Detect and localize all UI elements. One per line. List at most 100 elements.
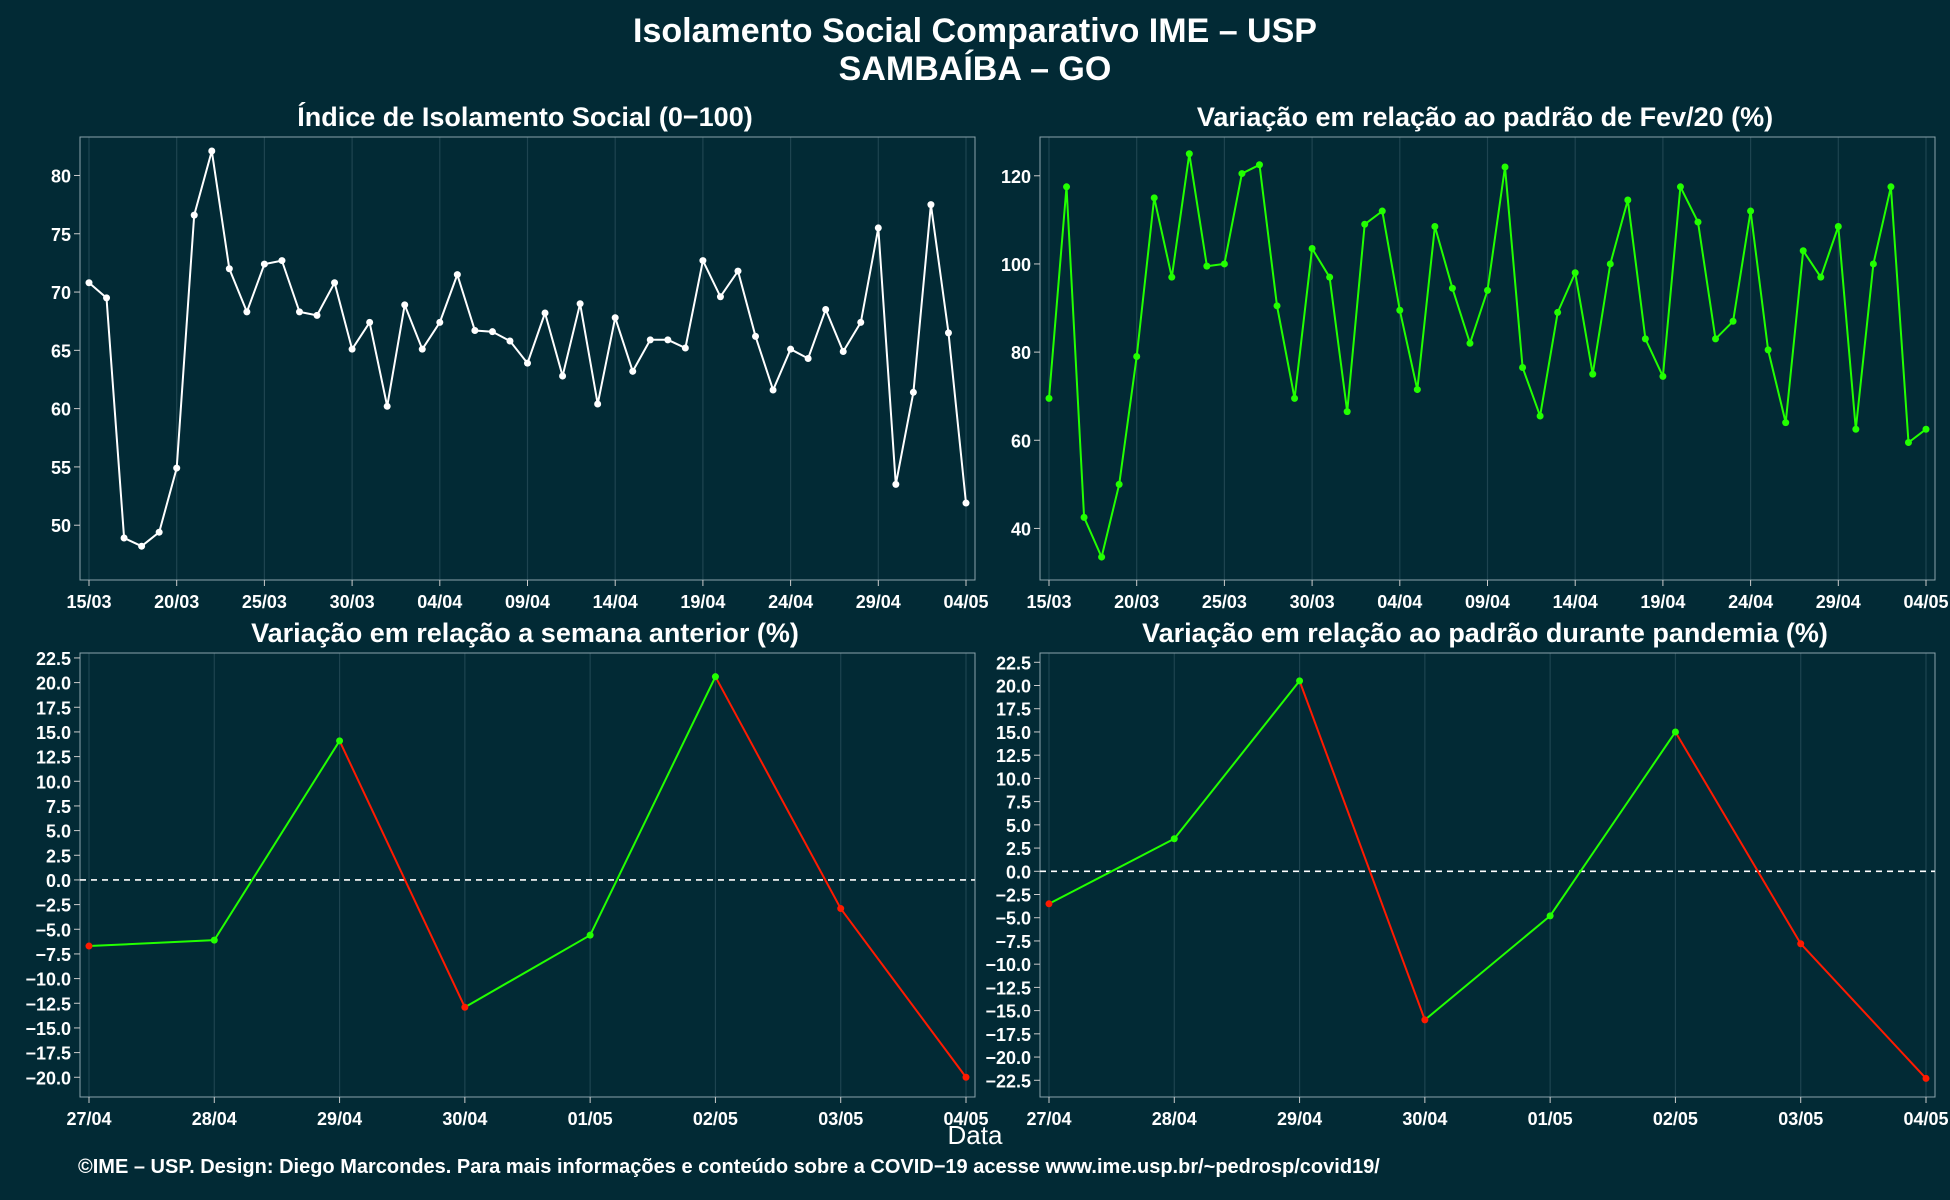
x-tick-label: 25/03 xyxy=(242,592,287,612)
series-segment xyxy=(839,907,967,1078)
x-tick-label: 24/04 xyxy=(1728,592,1773,612)
data-point xyxy=(664,336,672,344)
y-tick-label: 15.0 xyxy=(996,723,1031,743)
series-segment xyxy=(1549,731,1677,917)
data-point xyxy=(1168,273,1176,281)
data-point xyxy=(681,344,689,352)
panel-title-pandemic-variation: Variação em relação ao padrão durante pa… xyxy=(1142,618,1828,648)
data-point xyxy=(336,737,344,745)
x-tick-label: 20/03 xyxy=(1114,592,1159,612)
data-point xyxy=(822,306,830,314)
data-point xyxy=(752,332,760,340)
series-segment xyxy=(88,939,215,948)
data-point xyxy=(1396,306,1404,314)
y-tick-label: −12.5 xyxy=(985,978,1031,998)
series-segment xyxy=(213,740,341,941)
data-point xyxy=(120,534,128,542)
y-tick-label: −20.0 xyxy=(25,1068,71,1088)
data-point xyxy=(1797,940,1805,948)
data-point xyxy=(210,936,218,944)
data-point xyxy=(541,309,549,317)
series-segment xyxy=(1424,915,1551,1021)
y-tick-label: −7.5 xyxy=(35,945,71,965)
y-tick-label: 22.5 xyxy=(996,653,1031,673)
data-point xyxy=(524,359,531,367)
data-point xyxy=(857,318,865,326)
data-point xyxy=(1546,912,1554,920)
data-point xyxy=(1554,308,1562,316)
data-point xyxy=(1922,1074,1930,1082)
data-point xyxy=(1764,346,1772,354)
panel-title-isolation-index: Índice de Isolamento Social (0−100) xyxy=(297,102,753,132)
y-tick-label: −20.0 xyxy=(985,1048,1031,1068)
x-tick-label: 09/04 xyxy=(505,592,550,612)
data-point xyxy=(646,336,654,344)
data-point xyxy=(927,201,935,209)
y-tick-label: 7.5 xyxy=(1006,793,1031,813)
data-point xyxy=(155,528,163,536)
y-tick-label: 80 xyxy=(51,166,71,186)
data-point xyxy=(1606,260,1614,268)
series-segment xyxy=(338,740,466,1008)
data-point xyxy=(1747,207,1755,215)
y-tick-label: 10.0 xyxy=(996,769,1031,789)
chart-4 xyxy=(1034,652,1936,1103)
data-point xyxy=(1799,247,1807,255)
data-point xyxy=(1448,284,1456,292)
data-point xyxy=(225,265,233,273)
data-point xyxy=(1466,339,1474,347)
x-tick-label: 20/03 xyxy=(154,592,199,612)
y-tick-label: 15.0 xyxy=(36,723,71,743)
y-tick-label: 50 xyxy=(51,516,71,536)
data-point xyxy=(85,942,93,950)
chart-3 xyxy=(74,652,976,1103)
y-tick-label: 5.0 xyxy=(1006,816,1031,836)
data-point xyxy=(804,355,812,362)
y-tick-label: 75 xyxy=(51,225,71,245)
y-tick-label: 100 xyxy=(1001,255,1031,275)
data-point xyxy=(1308,245,1316,253)
data-point xyxy=(1484,286,1491,294)
data-point xyxy=(1589,370,1597,378)
x-tick-label: 28/04 xyxy=(192,1109,237,1129)
x-tick-label: 19/04 xyxy=(1640,592,1685,612)
data-point xyxy=(1852,425,1860,433)
series-segment xyxy=(589,676,717,936)
data-point xyxy=(1571,269,1579,277)
data-point xyxy=(1291,394,1299,402)
x-tick-label: 02/05 xyxy=(1653,1109,1698,1129)
data-point xyxy=(1220,260,1228,268)
y-tick-label: 60 xyxy=(51,400,71,420)
x-tick-label: 01/05 xyxy=(568,1109,613,1129)
y-tick-label: −5.0 xyxy=(35,920,71,940)
data-point xyxy=(1694,218,1702,226)
y-tick-label: 17.5 xyxy=(36,698,71,718)
data-point xyxy=(734,267,742,275)
data-point xyxy=(716,293,724,301)
data-point xyxy=(1782,419,1790,427)
x-tick-label: 27/04 xyxy=(66,1109,111,1129)
data-point xyxy=(611,314,619,322)
data-point xyxy=(1641,335,1649,343)
x-tick-label: 30/03 xyxy=(330,592,375,612)
data-point xyxy=(1238,170,1246,178)
y-tick-label: −2.5 xyxy=(995,886,1031,906)
series-segment xyxy=(1048,837,1175,905)
data-point xyxy=(1343,408,1351,416)
data-point xyxy=(1676,183,1684,191)
x-tick-label: 29/04 xyxy=(856,592,901,612)
panel-border xyxy=(79,652,976,1098)
x-tick-label: 27/04 xyxy=(1026,1109,1071,1129)
data-point xyxy=(401,301,409,309)
footer-caption: ©IME – USP. Design: Diego Marcondes. Par… xyxy=(78,1156,1380,1178)
data-point xyxy=(699,257,707,265)
data-point xyxy=(1045,900,1053,908)
data-point xyxy=(1624,196,1632,204)
x-tick-label: 04/05 xyxy=(943,592,988,612)
data-point xyxy=(586,931,594,939)
data-point xyxy=(1869,260,1877,268)
data-point xyxy=(769,386,777,394)
series-segment xyxy=(1298,680,1426,1021)
series-segment xyxy=(714,676,842,910)
